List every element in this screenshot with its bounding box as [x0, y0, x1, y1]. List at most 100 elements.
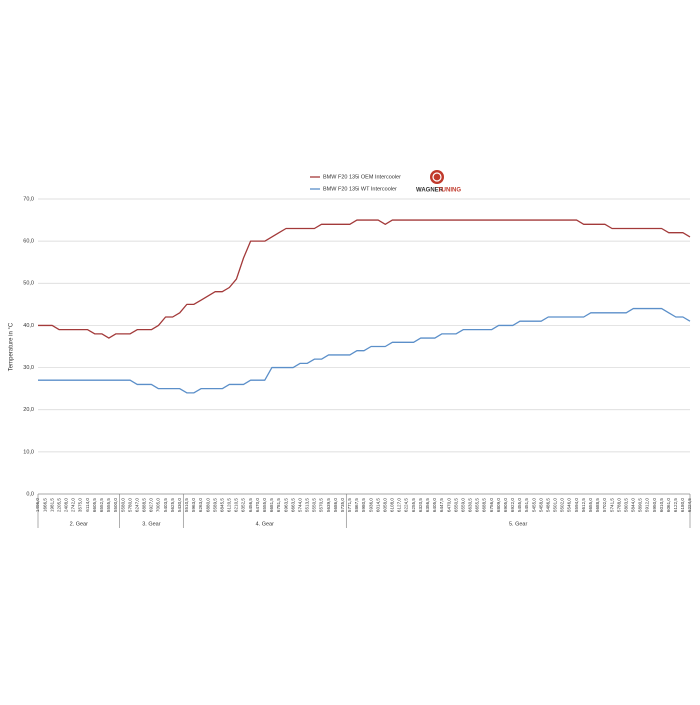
- x-tick-label: 6470,0: [446, 498, 451, 512]
- x-tick-label: 6061,0: [666, 498, 671, 512]
- x-tick-label: 2742,0: [71, 498, 76, 512]
- x-tick-label: 6809,0: [496, 498, 501, 512]
- logo-word: WAGNER: [416, 188, 444, 194]
- x-tick-label: 5403,5: [163, 498, 168, 512]
- x-tick-label: 6456,5: [248, 498, 253, 512]
- x-tick-label: 5486,5: [545, 498, 550, 512]
- x-tick-label: 6224,5: [404, 498, 409, 512]
- x-tick-label: 5780,0: [127, 498, 132, 512]
- x-tick-label: 6922,0: [510, 498, 515, 512]
- x-tick-label: 5455,0: [531, 498, 536, 512]
- x-tick-label: 6122,5: [673, 498, 678, 512]
- x-tick-label: 6180,0: [680, 498, 685, 512]
- y-tick-label: 10,0: [23, 449, 34, 455]
- x-tick-label: 6781,5: [276, 498, 281, 512]
- group-label: 4. Gear: [256, 521, 275, 527]
- x-tick-label: 6655,5: [475, 498, 480, 512]
- y-tick-label: 70,0: [23, 196, 34, 202]
- x-tick-label: 7005,0: [156, 498, 161, 512]
- x-tick-label: 6356,5: [425, 498, 430, 512]
- x-tick-label: 5594,0: [574, 498, 579, 512]
- x-tick-label: 6688,5: [482, 498, 487, 512]
- x-tick-label: 5612,5: [581, 498, 586, 512]
- x-tick-label: 5458,0: [538, 498, 543, 512]
- x-tick-label: 6756,0: [489, 498, 494, 512]
- x-tick-label: 5803,5: [623, 498, 628, 512]
- x-tick-label: 6550,5: [453, 498, 458, 512]
- x-tick-label: 5655,0: [588, 498, 593, 512]
- x-tick-label: 5513,5: [305, 498, 310, 512]
- x-tick-label: 6010,5: [659, 498, 664, 512]
- logo-icon: [430, 170, 444, 184]
- x-tick-label: 6888,5: [142, 498, 147, 512]
- x-tick-label: 5844,0: [631, 498, 636, 512]
- series-line: [38, 219, 691, 339]
- x-tick-label: 5788,0: [616, 498, 621, 512]
- x-tick-label: 6605,5: [92, 498, 97, 512]
- x-tick-label: 6405,0: [432, 498, 437, 512]
- x-tick-label: 5500,0: [113, 498, 118, 512]
- x-tick-label: 6108,0: [390, 498, 395, 512]
- x-tick-label: 5451,5: [524, 498, 529, 512]
- legend-label: BMW F20 135i OEM Intercooler: [323, 174, 401, 180]
- x-tick-label: 6963,5: [283, 498, 288, 512]
- x-tick-label: 6255,5: [411, 498, 416, 512]
- group-label: 5. Gear: [509, 521, 528, 527]
- x-tick-label: 6210,5: [234, 498, 239, 512]
- x-tick-label: 5702,0: [602, 498, 607, 512]
- x-tick-label: 6552,5: [99, 498, 104, 512]
- x-tick-label: 6247,0: [134, 498, 139, 512]
- x-tick-label: 5455,0: [517, 498, 522, 512]
- x-tick-label: 6014,5: [375, 498, 380, 512]
- legend-label: BMW F20 135i WT Intercooler: [323, 186, 397, 192]
- x-tick-label: 5744,0: [297, 498, 302, 512]
- y-tick-label: 0,0: [26, 491, 34, 497]
- x-tick-label: 6352,5: [241, 498, 246, 512]
- x-tick-label: 6470,0: [255, 498, 260, 512]
- logo: WAGNER TUNING: [416, 170, 461, 194]
- x-tick-label: 1666,5: [42, 498, 47, 512]
- x-tick-label: 6263,0: [198, 498, 203, 512]
- x-tick-label: 6127,0: [397, 498, 402, 512]
- x-tick-label: 5867,5: [354, 498, 359, 512]
- x-tick-label: 5936,0: [368, 498, 373, 512]
- x-tick-label: 6120,5: [227, 498, 232, 512]
- x-tick-label: 6114,0: [85, 498, 90, 512]
- x-tick-label: 5502,0: [560, 498, 565, 512]
- x-tick-label: 5430,0: [177, 498, 182, 512]
- group-label: 3. Gear: [142, 521, 161, 527]
- x-tick-label: 5771,5: [347, 498, 352, 512]
- x-tick-label: 5625,5: [170, 498, 175, 512]
- x-tick-label: 5510,5: [184, 498, 189, 512]
- y-tick-label: 40,0: [23, 323, 34, 329]
- series-line: [38, 307, 691, 394]
- x-tick-label: 2205,5: [56, 498, 61, 512]
- x-tick-label: 5546,0: [567, 498, 572, 512]
- x-tick-label: 5735,0: [340, 498, 345, 512]
- y-tick-label: 30,0: [23, 365, 34, 371]
- x-tick-label: 6845,5: [219, 498, 224, 512]
- y-axis-label: Temperature in °C: [9, 322, 15, 371]
- x-tick-label: 6058,0: [382, 498, 387, 512]
- x-tick-label: 5890,5: [638, 498, 643, 512]
- x-tick-label: 6880,0: [205, 498, 210, 512]
- x-tick-label: 5686,0: [333, 498, 338, 512]
- x-tick-label: 5980,5: [361, 498, 366, 512]
- logo-icon-ring: [432, 172, 442, 182]
- x-tick-label: 6555,0: [262, 498, 267, 512]
- x-tick-label: 6663,5: [290, 498, 295, 512]
- y-tick-label: 20,0: [23, 407, 34, 413]
- x-tick-label: 5580,0: [120, 498, 125, 512]
- x-tick-label: 3575,0: [78, 498, 83, 512]
- x-tick-label: 5688,5: [595, 498, 600, 512]
- y-tick-label: 60,0: [23, 239, 34, 245]
- x-tick-label: 6447,5: [439, 498, 444, 512]
- x-tick-label: 6905,0: [503, 498, 508, 512]
- x-tick-label: 5912,0: [645, 498, 650, 512]
- x-tick-label: 5639,5: [326, 498, 331, 512]
- x-tick-label: 5589,5: [212, 498, 217, 512]
- y-tick-label: 50,0: [23, 281, 34, 287]
- x-tick-label: 5555,5: [106, 498, 111, 512]
- group-label: 2. Gear: [70, 521, 89, 527]
